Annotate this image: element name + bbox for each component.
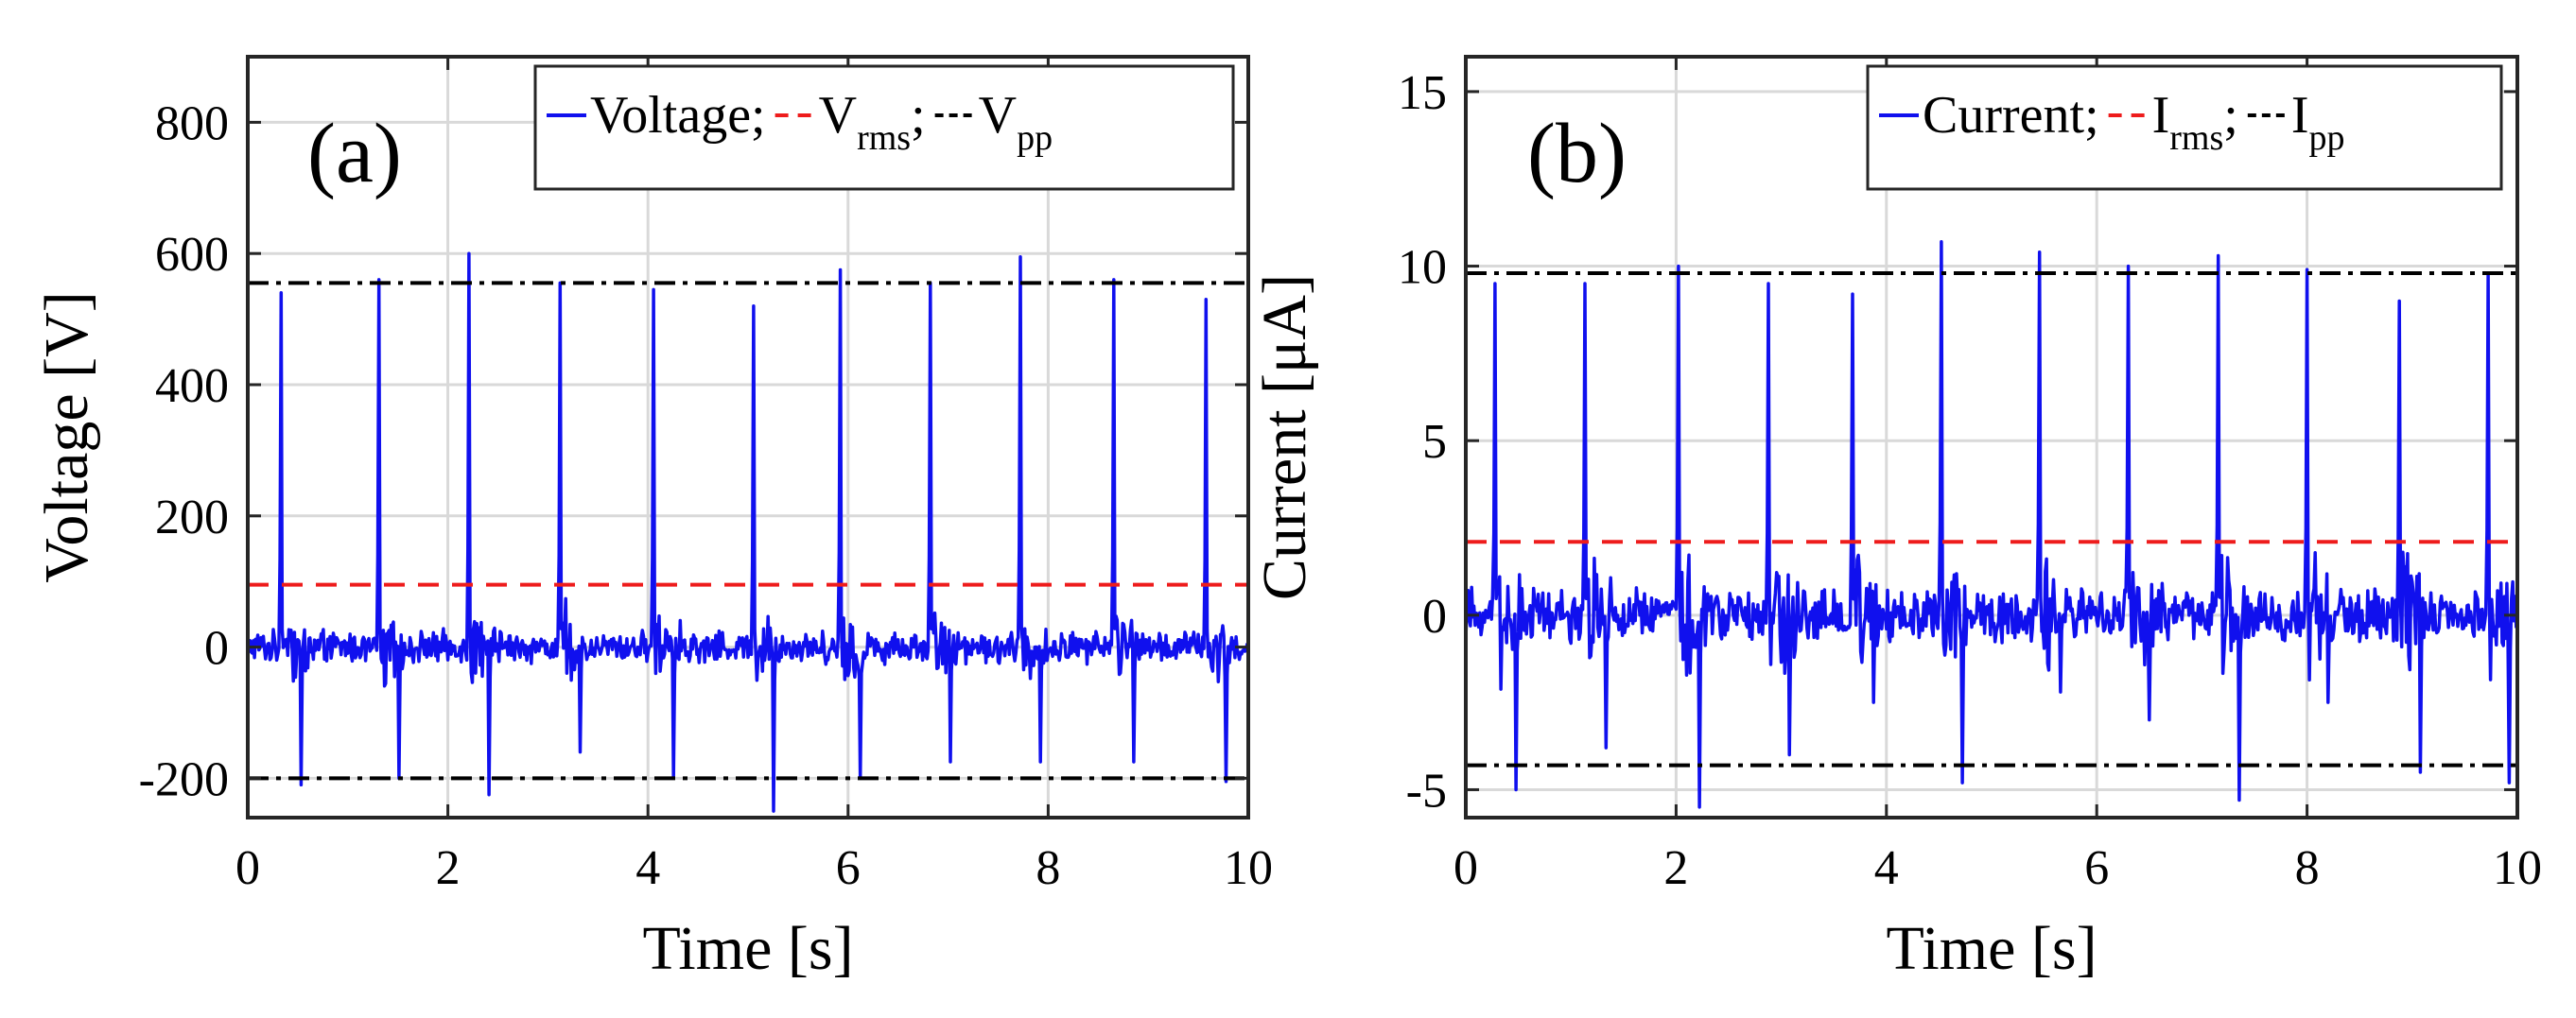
axes-frame (1464, 55, 2519, 820)
legend-box (533, 64, 1235, 191)
legend-entry-sub: pp (2309, 118, 2345, 158)
y-tick-label: 0 (204, 622, 229, 676)
y-tick-label: 200 (155, 491, 229, 544)
legend-entry-text: I (2152, 86, 2170, 145)
legend-entry-text: V (979, 86, 1017, 145)
y-tick-label: 10 (1398, 241, 1447, 295)
legend-entry: Current; (1923, 86, 2099, 145)
x-tick-label: 8 (1036, 841, 1060, 895)
axes-frame (246, 55, 1250, 820)
legend-entry-sub: rms (2169, 118, 2223, 158)
y-tick-label: -5 (1406, 764, 1447, 818)
y-axis-label: Voltage [V] (32, 291, 101, 583)
x-tick-label: 8 (2295, 841, 2320, 895)
x-tick-label: 6 (2084, 841, 2109, 895)
panel-label: (b) (1527, 107, 1627, 200)
y-tick-label: 800 (155, 96, 229, 150)
legend-entry-sub: pp (1017, 118, 1053, 158)
x-tick-label: 10 (2493, 841, 2542, 895)
legend-entry: Ipp (2291, 86, 2345, 158)
legend-entry: Vrms; (819, 86, 926, 158)
x-tick-label: 6 (836, 841, 861, 895)
x-tick-label: 0 (235, 841, 260, 895)
signal-series (246, 251, 1250, 813)
x-tick-label: 4 (635, 841, 660, 895)
legend-entry-suffix: ; (911, 86, 926, 145)
legend-entry: Voltage; (590, 86, 766, 145)
y-tick-label: 15 (1398, 66, 1447, 120)
legend-entry-text: Voltage; (590, 86, 766, 145)
legend-entry: Vpp (979, 86, 1053, 158)
y-tick-label: 400 (155, 359, 229, 413)
y-tick-label: 0 (1422, 590, 1447, 644)
legend-entry-text: V (819, 86, 857, 145)
x-tick-label: 4 (1874, 841, 1899, 895)
y-tick-label: -200 (139, 752, 229, 806)
x-axis-label: Time [s] (642, 914, 853, 983)
x-tick-label: 2 (1663, 841, 1688, 895)
signal-series (1464, 239, 2519, 809)
legend-entry-text: I (2291, 86, 2309, 145)
legend-entry-text: Current; (1923, 86, 2099, 145)
legend-entry-suffix: ; (2223, 86, 2238, 145)
panel-label: (a) (307, 107, 402, 200)
legend-entry: Irms; (2152, 86, 2238, 158)
x-tick-label: 10 (1224, 841, 1273, 895)
x-tick-label: 2 (436, 841, 461, 895)
y-axis-label: Current [μA] (1250, 274, 1319, 600)
legend: Voltage; Vrms; Vpp (533, 64, 1235, 191)
legend-box (1866, 64, 2503, 191)
x-axis-label: Time [s] (1886, 914, 2097, 983)
legend: Current; Irms; Ipp (1866, 64, 2503, 191)
y-tick-label: 5 (1422, 415, 1447, 469)
y-tick-label: 600 (155, 228, 229, 282)
legend-entry-sub: rms (857, 118, 911, 158)
x-tick-label: 0 (1453, 841, 1478, 895)
